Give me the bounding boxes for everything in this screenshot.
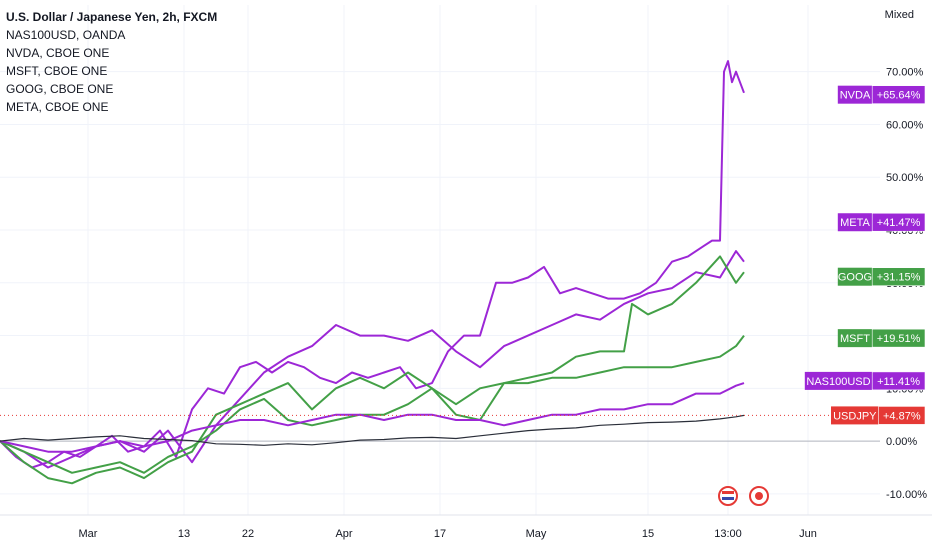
badge-value-bg [871,85,926,104]
y-tick-label: 0.00% [886,436,917,448]
badge-name-bg [837,213,873,232]
x-tick-label: May [526,528,547,540]
badge-name-meta[interactable]: META [840,217,870,229]
badge-name-msft[interactable]: MSFT [840,333,870,345]
badge-value-bg [871,371,926,391]
x-tick-label: 13 [178,528,190,540]
badge-value-goog: +31.15% [877,272,921,284]
badge-value-usdjpy: +4.87% [883,410,921,422]
earnings-dot [755,492,763,500]
flag-stripe [722,491,734,494]
y-tick-label: 60.00% [886,119,924,131]
x-tick-label: 15 [642,528,654,540]
badge-value-nas100usd: +11.41% [877,376,920,388]
y-tick-label: 70.00% [886,67,924,79]
y-tick-label: 50.00% [886,172,924,184]
badge-name-usdjpy[interactable]: USDJPY [833,410,877,422]
series-line-msft[interactable] [0,334,745,474]
badge-value-bg [871,212,926,232]
y-tick-label: -10.00% [886,489,927,501]
series-line-nas100usd[interactable] [0,382,745,453]
x-tick-label: 22 [242,528,254,540]
x-tick-label: Jun [799,528,817,540]
badge-name-nas100usd[interactable]: NAS100USD [806,376,870,388]
symbol-title[interactable]: U.S. Dollar / Japanese Yen, 2h, FXCM [6,10,218,24]
x-tick-label: 13:00 [714,528,742,540]
badge-name-bg [831,406,879,425]
legend-item-goog[interactable]: GOOG, CBOE ONE [6,82,114,96]
legend-item-nas100usd[interactable]: NAS100USD, OANDA [6,28,126,42]
badge-name-bg [837,329,873,348]
badge-value-nvda: +65.64% [877,90,921,102]
series-line-usdjpy[interactable] [0,414,745,446]
scale-mode-label[interactable]: Mixed [884,9,914,21]
series-line-nvda[interactable] [0,60,745,469]
legend-item-meta[interactable]: META, CBOE ONE [6,100,109,114]
badge-name-bg [837,85,873,104]
legend-item-msft[interactable]: MSFT, CBOE ONE [6,64,108,78]
series-line-meta[interactable] [0,250,745,469]
series-legend: U.S. Dollar / Japanese Yen, 2h, FXCM NAS… [6,8,217,116]
badge-name-bg [837,267,873,286]
x-tick-label: Mar [79,528,98,540]
x-tick-label: 17 [434,528,446,540]
badge-name-nvda[interactable]: NVDA [840,90,871,102]
badge-value-bg [871,267,926,287]
x-tick-label: Apr [335,528,352,540]
badge-value-msft: +19.51% [877,333,921,345]
badge-value-bg [878,406,926,425]
flag-stripe [722,497,734,500]
series-line-goog[interactable] [0,255,745,485]
badge-name-goog[interactable]: GOOG [838,272,872,284]
badge-name-bg [804,371,873,390]
legend-item-nvda[interactable]: NVDA, CBOE ONE [6,46,110,60]
badge-value-meta: +41.47% [877,217,921,229]
us-flag-event-icon[interactable] [718,486,738,506]
badge-value-bg [871,328,926,348]
